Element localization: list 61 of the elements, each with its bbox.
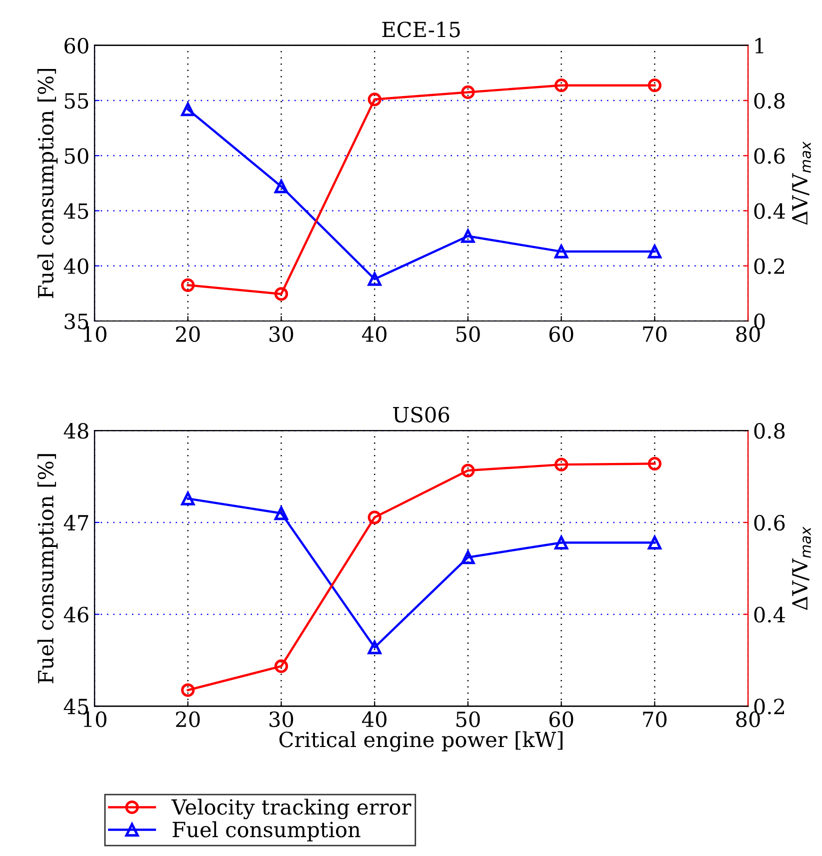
x-tick-label: 40 bbox=[362, 711, 386, 728]
point bbox=[461, 85, 475, 100]
x-tick-label: 30 bbox=[270, 711, 294, 728]
point bbox=[274, 506, 288, 520]
x-tick-label: 40 bbox=[362, 326, 386, 342]
x-tick-label: 60 bbox=[549, 326, 574, 342]
point bbox=[181, 492, 195, 506]
point bbox=[181, 683, 195, 697]
point bbox=[181, 278, 195, 292]
y2-tick-label: 0.4 bbox=[754, 606, 785, 623]
point bbox=[368, 92, 382, 106]
point bbox=[554, 244, 568, 258]
point bbox=[554, 536, 568, 550]
chart-title: ECE-15 bbox=[382, 22, 460, 38]
y-tick-label: 40 bbox=[64, 258, 88, 274]
y2-tick-label: 0.8 bbox=[754, 423, 785, 439]
point bbox=[554, 458, 568, 472]
legend-label: Velocity tracking error bbox=[171, 798, 412, 820]
y-tick-label: 60 bbox=[64, 38, 88, 54]
y2-tick-label: 0.6 bbox=[754, 514, 785, 531]
x-tick-label: 50 bbox=[456, 326, 480, 342]
y2-axis-title: ΔV/V$_{max}$ bbox=[792, 526, 812, 610]
point bbox=[648, 78, 662, 92]
point bbox=[461, 229, 475, 243]
y-tick-label: 46 bbox=[64, 606, 88, 623]
y2-axis-title: ΔV/V$_{max}$ bbox=[792, 141, 812, 225]
point bbox=[648, 244, 662, 258]
y-tick-label: 48 bbox=[64, 423, 88, 439]
y-axis-title: Fuel consumption [%] bbox=[37, 68, 58, 298]
point bbox=[181, 102, 195, 116]
point bbox=[554, 78, 568, 92]
chart-title: US06 bbox=[393, 406, 450, 423]
y2-tick-label: 0.8 bbox=[754, 92, 785, 109]
y2-tick-label: 0.6 bbox=[754, 148, 785, 164]
x-tick-label: 20 bbox=[176, 326, 200, 342]
y2-tick-label: 0.4 bbox=[754, 203, 785, 219]
x-tick-label: 70 bbox=[643, 711, 667, 728]
point bbox=[648, 536, 662, 550]
y-tick-label: 45 bbox=[64, 203, 88, 219]
x-tick-label: 60 bbox=[549, 711, 574, 728]
point bbox=[274, 287, 288, 301]
y2-tick-label: 0.2 bbox=[754, 258, 784, 274]
y2-tick-label: 1 bbox=[755, 38, 764, 54]
x-tick-label: 50 bbox=[456, 711, 480, 728]
legend-label: Fuel consumption bbox=[172, 821, 360, 842]
point bbox=[274, 180, 288, 194]
point bbox=[461, 464, 475, 478]
y-tick-label: 47 bbox=[64, 514, 88, 530]
point bbox=[274, 659, 288, 674]
point bbox=[368, 272, 382, 286]
point bbox=[368, 640, 382, 654]
y-axis-title: Fuel consumption [%] bbox=[37, 454, 58, 684]
point bbox=[461, 550, 475, 564]
y-tick-label: 50 bbox=[64, 148, 88, 164]
x-tick-label: 30 bbox=[270, 326, 294, 342]
x-tick-label: 70 bbox=[643, 326, 667, 342]
x-axis-title: Critical engine power [kW] bbox=[279, 731, 562, 752]
y-tick-label: 55 bbox=[64, 93, 88, 109]
x-tick-label: 20 bbox=[176, 711, 200, 728]
point bbox=[648, 456, 662, 470]
point bbox=[368, 510, 382, 524]
